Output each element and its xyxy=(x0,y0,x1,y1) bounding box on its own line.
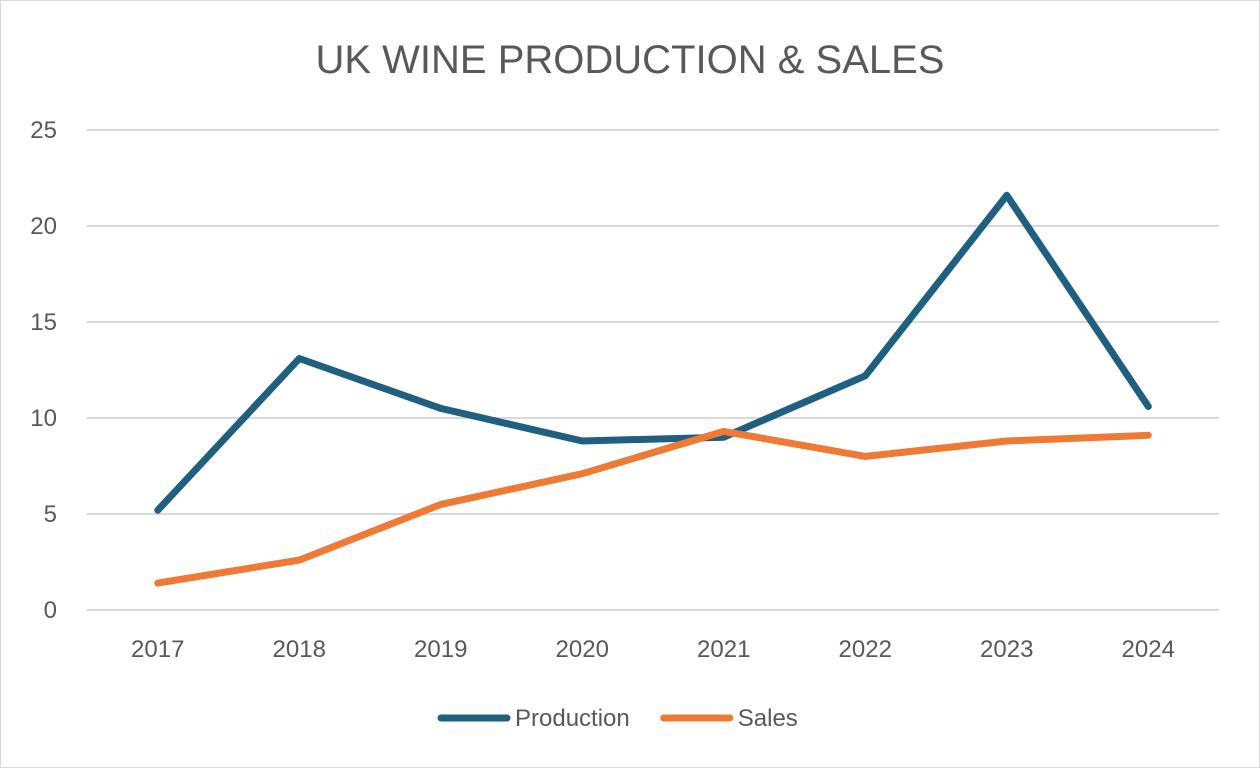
x-tick-label: 2017 xyxy=(131,636,184,663)
y-axis-ticks: 0 5 10 15 20 25 xyxy=(30,117,57,624)
chart-title: UK WINE PRODUCTION & SALES xyxy=(316,38,945,82)
series-lines xyxy=(154,191,1152,587)
x-tick-label: 2023 xyxy=(980,636,1033,663)
x-tick-label: 2020 xyxy=(556,636,609,663)
y-tick-label: 10 xyxy=(30,405,57,432)
x-axis-ticks: 2017 2018 2019 2020 2021 2022 2023 2024 xyxy=(131,636,1175,663)
legend-label-production: Production xyxy=(515,705,630,732)
series-line-production xyxy=(154,191,1152,514)
x-tick-label: 2018 xyxy=(273,636,326,663)
x-tick-label: 2024 xyxy=(1122,636,1175,663)
y-tick-label: 15 xyxy=(30,309,57,336)
y-tick-label: 20 xyxy=(30,213,57,240)
series-line-sales xyxy=(154,427,1152,587)
x-tick-label: 2019 xyxy=(414,636,467,663)
x-tick-label: 2021 xyxy=(697,636,750,663)
y-tick-label: 0 xyxy=(44,597,57,624)
gridlines xyxy=(87,129,1219,611)
legend-label-sales: Sales xyxy=(738,705,798,732)
y-tick-label: 5 xyxy=(44,501,57,528)
x-tick-label: 2022 xyxy=(839,636,892,663)
y-tick-label: 25 xyxy=(30,117,57,144)
legend: Production Sales xyxy=(437,705,798,732)
